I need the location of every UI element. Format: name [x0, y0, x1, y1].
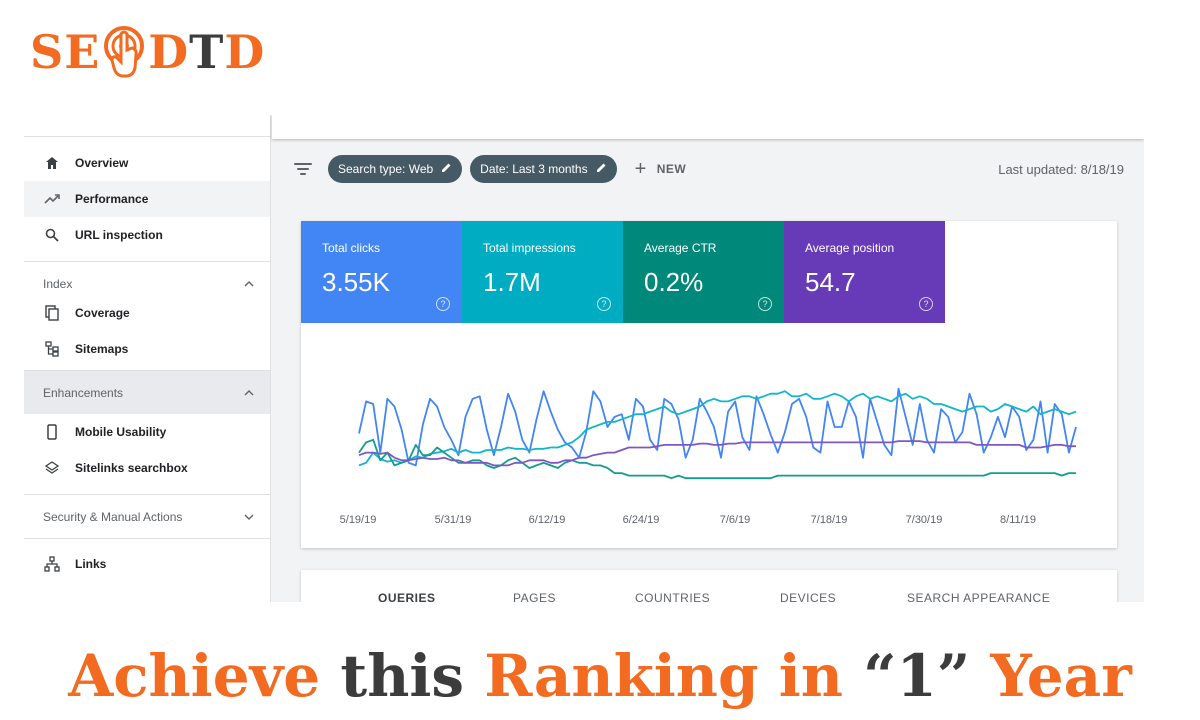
main-content: Search type: Web Date: Last 3 months + N… [272, 115, 1144, 602]
help-icon[interactable]: ? [758, 297, 772, 311]
metric-label: Total clicks [322, 241, 381, 255]
help-icon[interactable]: ? [436, 297, 450, 311]
sidebar-item-label: Sitemaps [75, 342, 129, 356]
links-icon [44, 556, 60, 572]
sidebar-header [24, 115, 270, 137]
search-type-chip[interactable]: Search type: Web [328, 155, 463, 183]
x-tick-label: 8/11/19 [1000, 514, 1036, 526]
tab-search-appearance[interactable]: SEARCH APPEARANCE [907, 591, 1051, 602]
date-range-chip[interactable]: Date: Last 3 months [470, 155, 617, 183]
sidebar-item-sitemaps[interactable]: Sitemaps [24, 331, 270, 367]
chip-label: Date: Last 3 months [480, 162, 588, 176]
copy-icon [44, 305, 60, 321]
edit-icon [596, 162, 607, 176]
metric-value: 54.7 [805, 267, 856, 297]
new-filter-button[interactable]: + NEW [635, 158, 687, 181]
section-label: Index [43, 276, 73, 291]
sidebar-section-enhancements[interactable]: Enhancements [24, 370, 270, 414]
headline-word-one: “1” [863, 642, 971, 710]
sidebar-item-mobile-usability[interactable]: Mobile Usability [24, 414, 270, 450]
sidebar-item-links[interactable]: Links [24, 546, 270, 582]
sidebar-item-label: URL inspection [75, 228, 163, 242]
sidebar-item-label: Mobile Usability [75, 425, 167, 439]
headline-word-achieve: Achieve [68, 642, 321, 710]
search-icon [44, 227, 60, 243]
headline-word-ranking: Ranking in [484, 642, 843, 710]
x-tick-label: 7/18/19 [811, 514, 848, 526]
series-line-0 [358, 387, 1077, 467]
app-bar [272, 115, 1144, 139]
edit-icon [441, 162, 452, 176]
metric-total-clicks[interactable]: Total clicks 3.55K ? [301, 221, 462, 323]
headline-word-year: Year [990, 642, 1132, 710]
x-tick-label: 7/6/19 [720, 514, 751, 526]
metric-average-position[interactable]: Average position 54.7 ? [784, 221, 945, 323]
sidebar-item-sitelinks-searchbox[interactable]: Sitelinks searchbox [24, 450, 270, 486]
layers-icon [44, 460, 60, 476]
help-icon[interactable]: ? [597, 297, 611, 311]
headline: Achieve this Ranking in “1” Year [0, 636, 1200, 716]
help-icon[interactable]: ? [919, 297, 933, 311]
series-line-2 [358, 438, 1076, 480]
dimension-tabs: QUERIES PAGES COUNTRIES DEVICES SEARCH A… [301, 570, 1117, 602]
new-label: NEW [656, 162, 687, 176]
logo-text-left: SE [30, 25, 101, 79]
sidebar-section-index[interactable]: Index [24, 261, 270, 305]
sidebar-section-security[interactable]: Security & Manual Actions [24, 494, 270, 538]
sidebar-item-label: Links [75, 557, 107, 571]
x-tick-label: 5/19/19 [340, 514, 377, 526]
section-label: Security & Manual Actions [43, 509, 183, 524]
sidebar-item-coverage[interactable]: Coverage [24, 295, 270, 331]
performance-line-chart: 5/19/19 5/31/19 6/12/19 6/24/19 7/6/19 7/18/1… [340, 387, 1077, 526]
chevron-down-icon [244, 511, 254, 523]
section-label: Enhancements [43, 385, 124, 400]
sidebar-item-performance[interactable]: Performance [24, 181, 270, 217]
chevron-up-icon [244, 278, 254, 290]
search-console-window: Overview Performance URL inspection Inde… [24, 115, 1144, 602]
sidebar-item-label: Overview [75, 156, 129, 170]
metric-total-impressions[interactable]: Total impressions 1.7M ? [462, 221, 623, 323]
tab-queries[interactable]: QUERIES [378, 591, 436, 602]
metric-label: Average CTR [644, 241, 717, 255]
tab-pages[interactable]: PAGES [513, 591, 556, 602]
logo-text-d: D [148, 25, 190, 79]
x-tick-label: 6/12/19 [529, 514, 566, 526]
home-icon [44, 155, 60, 171]
x-tick-label: 7/30/19 [906, 514, 943, 526]
logo-text-d2: D [224, 25, 266, 79]
metric-tiles: Total clicks 3.55K ? Total impressions 1… [301, 221, 1117, 323]
performance-card: Total clicks 3.55K ? Total impressions 1… [301, 221, 1117, 548]
filter-icon[interactable] [294, 162, 314, 176]
x-tick-label: 5/31/19 [435, 514, 472, 526]
tab-countries[interactable]: COUNTRIES [635, 591, 711, 602]
sidebar-item-label: Coverage [75, 306, 130, 320]
chip-label: Search type: Web [338, 162, 434, 176]
touch-target-icon [104, 26, 145, 78]
trending-up-icon [44, 191, 60, 207]
sidebar-item-overview[interactable]: Overview [24, 145, 270, 181]
sidebar-item-label: Performance [75, 192, 149, 206]
headline-word-this: this [340, 642, 465, 710]
smartphone-icon [44, 424, 60, 440]
last-updated-text: Last updated: 8/18/19 [998, 161, 1124, 177]
metric-label: Average position [805, 241, 895, 255]
metric-label: Total impressions [483, 241, 576, 255]
metric-value: 0.2% [644, 267, 704, 297]
series-line-1 [358, 390, 1077, 467]
plus-icon: + [634, 157, 647, 180]
sitemap-icon [44, 341, 60, 357]
chevron-up-icon [244, 387, 254, 399]
logo-text-t: T [189, 25, 225, 79]
sidebar-item-url-inspection[interactable]: URL inspection [24, 217, 270, 253]
sidebar: Overview Performance URL inspection Inde… [24, 115, 271, 602]
sidebar-item-label: Sitelinks searchbox [75, 461, 188, 475]
series-line-3 [358, 440, 1076, 467]
filter-bar: Search type: Web Date: Last 3 months + N… [272, 139, 1144, 199]
metric-value: 1.7M [483, 267, 541, 297]
tab-devices[interactable]: DEVICES [780, 591, 837, 602]
metric-average-ctr[interactable]: Average CTR 0.2% ? [623, 221, 784, 323]
seodtd-logo: SE D T D [30, 20, 265, 84]
metric-value: 3.55K [322, 267, 390, 297]
x-tick-label: 6/24/19 [623, 514, 660, 526]
